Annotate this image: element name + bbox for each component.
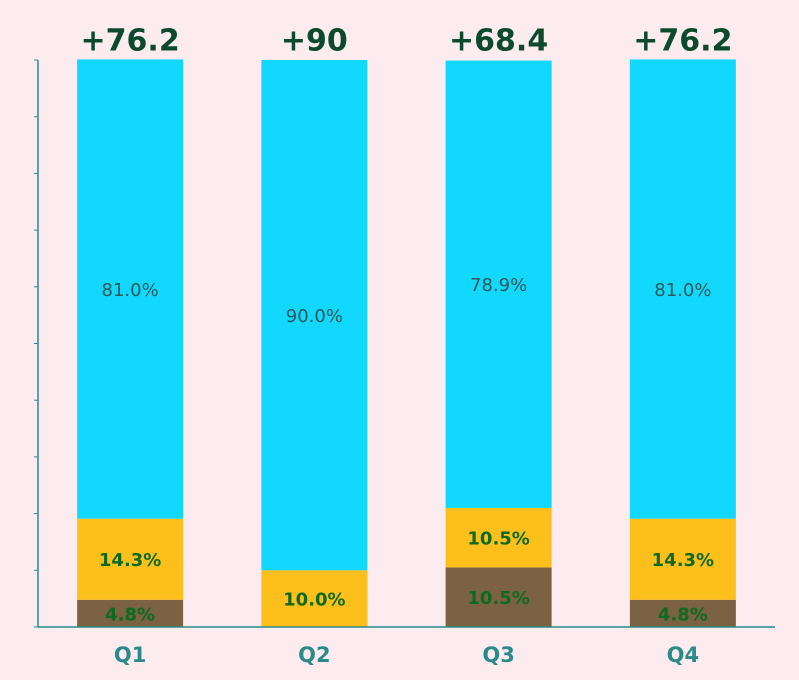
value-label: 81.0% bbox=[654, 280, 711, 301]
bar-segment bbox=[77, 599, 184, 627]
bar-annotation: +90 bbox=[281, 24, 348, 59]
bar-annotation: +76.2 bbox=[81, 24, 180, 59]
value-label: 10.5% bbox=[467, 588, 529, 609]
bar-segment bbox=[629, 59, 736, 519]
value-label: 4.8% bbox=[105, 604, 155, 625]
x-tick-label: Q2 bbox=[298, 643, 330, 667]
bar-segment bbox=[261, 60, 368, 571]
value-label: 81.0% bbox=[102, 280, 159, 301]
bar-segment bbox=[445, 60, 552, 508]
value-label: 90.0% bbox=[286, 306, 343, 327]
value-label: 14.3% bbox=[99, 550, 161, 571]
bar-annotation: +68.4 bbox=[449, 24, 548, 59]
bar-segment bbox=[629, 518, 736, 600]
bar-segment bbox=[261, 570, 368, 627]
x-tick-label: Q4 bbox=[667, 643, 699, 667]
bar-segment bbox=[629, 599, 736, 627]
value-label: 14.3% bbox=[652, 550, 714, 571]
bar-annotation: +76.2 bbox=[633, 24, 732, 59]
x-tick-label: Q1 bbox=[114, 643, 146, 667]
value-label: 10.0% bbox=[283, 590, 345, 611]
value-label: 78.9% bbox=[470, 275, 527, 296]
value-label: 10.5% bbox=[467, 529, 529, 550]
bar-segment bbox=[445, 567, 552, 627]
bar-segment bbox=[77, 518, 184, 600]
bar-segment bbox=[77, 59, 184, 519]
value-label: 4.8% bbox=[658, 604, 708, 625]
x-tick-label: Q3 bbox=[482, 643, 514, 667]
bar-segment bbox=[445, 507, 552, 568]
